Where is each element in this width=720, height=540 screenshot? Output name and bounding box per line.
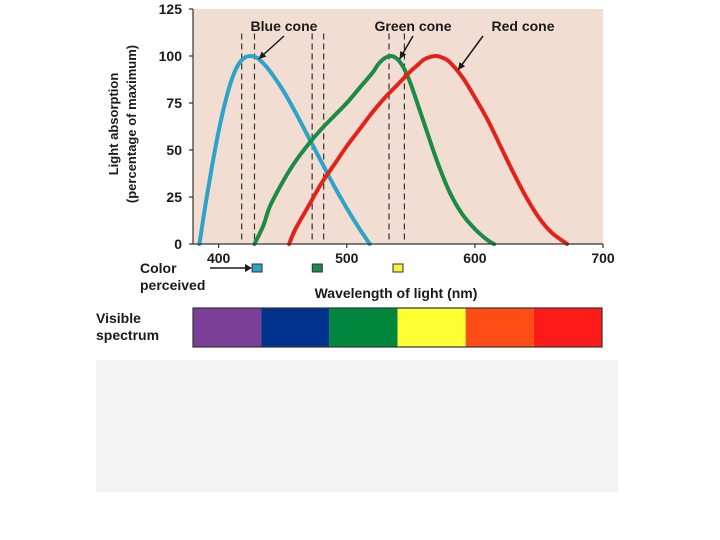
y-axis-label-line1: Light absorption [106, 73, 121, 176]
color-swatch [311, 263, 323, 273]
x-tick-label: 500 [335, 250, 359, 266]
y-tick-label: 100 [159, 48, 183, 64]
arrowhead-blue-cone [258, 51, 267, 59]
spectrum-border [192, 307, 603, 348]
spectrum-band [465, 308, 534, 347]
visible-spectrum-label-line1: Visible [96, 310, 141, 326]
y-tick-label: 50 [166, 142, 182, 158]
color-swatch [392, 263, 404, 273]
plot-background [193, 9, 603, 244]
y-tick-label: 125 [159, 1, 183, 17]
y-axis-label-line2: (percentage of maximum) [124, 45, 139, 203]
spectrum-band [193, 308, 262, 347]
x-tick-label: 400 [207, 250, 231, 266]
color-perceived-arrowhead [245, 264, 252, 272]
blank-panel [96, 360, 618, 492]
spectrum-band [397, 308, 466, 347]
series-label-green-cone: Green cone [374, 18, 451, 34]
spectrum-band [329, 308, 398, 347]
color-swatch [251, 263, 263, 273]
y-tick-label: 75 [166, 95, 182, 111]
visible-spectrum-label-line2: spectrum [96, 327, 159, 343]
series-line-red-cone [287, 53, 570, 246]
y-tick-label: 0 [174, 236, 182, 252]
x-tick-label: 600 [463, 250, 487, 266]
arrowhead-red-cone [458, 62, 466, 70]
series-line-green-cone [252, 53, 497, 246]
spectrum-band [261, 308, 330, 347]
spectrum-band [533, 308, 602, 347]
x-axis-label: Wavelength of light (nm) [315, 285, 478, 301]
color-perceived-label-line1: Color [140, 260, 177, 276]
series-label-blue-cone: Blue cone [251, 18, 318, 34]
y-tick-label: 25 [166, 189, 182, 205]
arrowhead-green-cone [399, 51, 407, 59]
x-tick-label: 700 [591, 250, 615, 266]
series-label-red-cone: Red cone [491, 18, 554, 34]
color-perceived-label-line2: perceived [140, 277, 205, 293]
series-line-blue-cone [197, 53, 372, 246]
